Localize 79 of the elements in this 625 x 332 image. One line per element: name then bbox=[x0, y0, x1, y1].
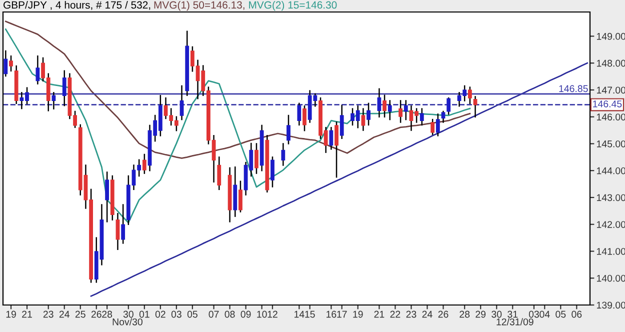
candlestick bbox=[441, 110, 446, 123]
x-tick-label: 01 bbox=[139, 310, 150, 318]
candlestick bbox=[340, 104, 344, 139]
x-tick-label: 19 bbox=[353, 310, 363, 318]
x-tick-label: 12 bbox=[268, 310, 278, 318]
candlestick bbox=[361, 108, 366, 131]
x-tick-label: 02 bbox=[155, 310, 166, 318]
x-tick-label: 28 bbox=[460, 310, 470, 318]
candlestick bbox=[377, 88, 382, 118]
x-tick-label: 17 bbox=[337, 310, 347, 318]
candlestick bbox=[398, 100, 403, 123]
x-tick-label: 25 bbox=[75, 310, 86, 318]
x-tick-label: 10 bbox=[257, 310, 267, 318]
x-tick-label: 24 bbox=[422, 310, 432, 318]
line-series bbox=[4, 20, 471, 159]
candlestick bbox=[116, 212, 120, 250]
x-tick-label: 24 bbox=[59, 310, 70, 318]
candlestick bbox=[468, 86, 472, 104]
x-tick-label: 31 bbox=[508, 310, 518, 318]
candlestick bbox=[270, 156, 274, 188]
text: MVG(2) 15=146.30 bbox=[249, 1, 337, 11]
x-tick-label: 04 bbox=[540, 310, 550, 318]
x-tick-label: 06 bbox=[572, 310, 582, 318]
candlestick bbox=[404, 100, 408, 120]
x-tick-label: 05 bbox=[187, 310, 198, 318]
x-tick-label: 05 bbox=[556, 310, 566, 318]
x-tick-label: 16 bbox=[326, 310, 336, 318]
line-series bbox=[4, 28, 471, 224]
x-tick-label: 07 bbox=[208, 310, 219, 318]
candlestick bbox=[430, 118, 435, 135]
candlestick bbox=[446, 97, 451, 115]
candlestick bbox=[281, 143, 286, 166]
candlestick bbox=[105, 172, 110, 222]
candlestick bbox=[180, 85, 184, 120]
candlestick bbox=[334, 122, 338, 178]
x-tick-label: 08 bbox=[224, 310, 235, 318]
x-tick-label: 26 bbox=[438, 310, 448, 318]
x-tick-label: 30 bbox=[492, 310, 502, 318]
candlestick bbox=[286, 114, 290, 144]
candlestick bbox=[254, 143, 258, 174]
chart-title: GBP/JPY , 4 hours, # 175 / 532, bbox=[4, 1, 150, 10]
x-tick-label: 21 bbox=[22, 310, 32, 318]
x-tick-label: 03 bbox=[171, 310, 182, 318]
candlestick bbox=[302, 105, 306, 132]
text: MVG(1) 50=146.13, bbox=[154, 1, 244, 11]
line-series bbox=[90, 62, 588, 297]
candlestick bbox=[420, 108, 424, 126]
x-tick-label: 30 bbox=[123, 310, 134, 318]
text: 12/31/09 bbox=[496, 318, 534, 326]
candlestick bbox=[297, 102, 302, 126]
x-tick-label: 15 bbox=[305, 310, 315, 318]
candlestick bbox=[9, 55, 13, 72]
candlestick bbox=[52, 92, 56, 110]
candlestick bbox=[366, 102, 370, 126]
candlestick bbox=[238, 180, 242, 212]
x-tick-label: 22 bbox=[390, 310, 400, 318]
candlestick bbox=[142, 154, 146, 174]
candlestick bbox=[217, 156, 222, 190]
x-tick-label: 29 bbox=[476, 310, 486, 318]
ref-line-label: 146.85 bbox=[559, 85, 588, 92]
x-tick-label: 09 bbox=[240, 310, 251, 318]
x-tick-label: 23 bbox=[406, 310, 416, 318]
ref-line-label: 146.45 bbox=[593, 100, 622, 108]
x-tick-label: 14 bbox=[294, 310, 304, 318]
x-tick-label: 03 bbox=[528, 310, 539, 318]
x-tick-label: 19 bbox=[6, 310, 16, 318]
x-tick-label: 26 bbox=[91, 310, 102, 318]
x-tick-label: 21 bbox=[374, 310, 384, 318]
candlestick bbox=[329, 126, 334, 150]
candlestick bbox=[36, 55, 40, 84]
text: Nov/30 bbox=[112, 318, 142, 326]
candlestick bbox=[121, 204, 126, 244]
candlestick bbox=[388, 100, 392, 120]
candlestick bbox=[473, 96, 478, 118]
candlestick bbox=[436, 114, 440, 136]
x-tick-label: 23 bbox=[43, 310, 54, 318]
candlestick bbox=[62, 70, 66, 106]
x-tick-label: 28 bbox=[102, 310, 112, 318]
candlestick bbox=[382, 94, 386, 118]
